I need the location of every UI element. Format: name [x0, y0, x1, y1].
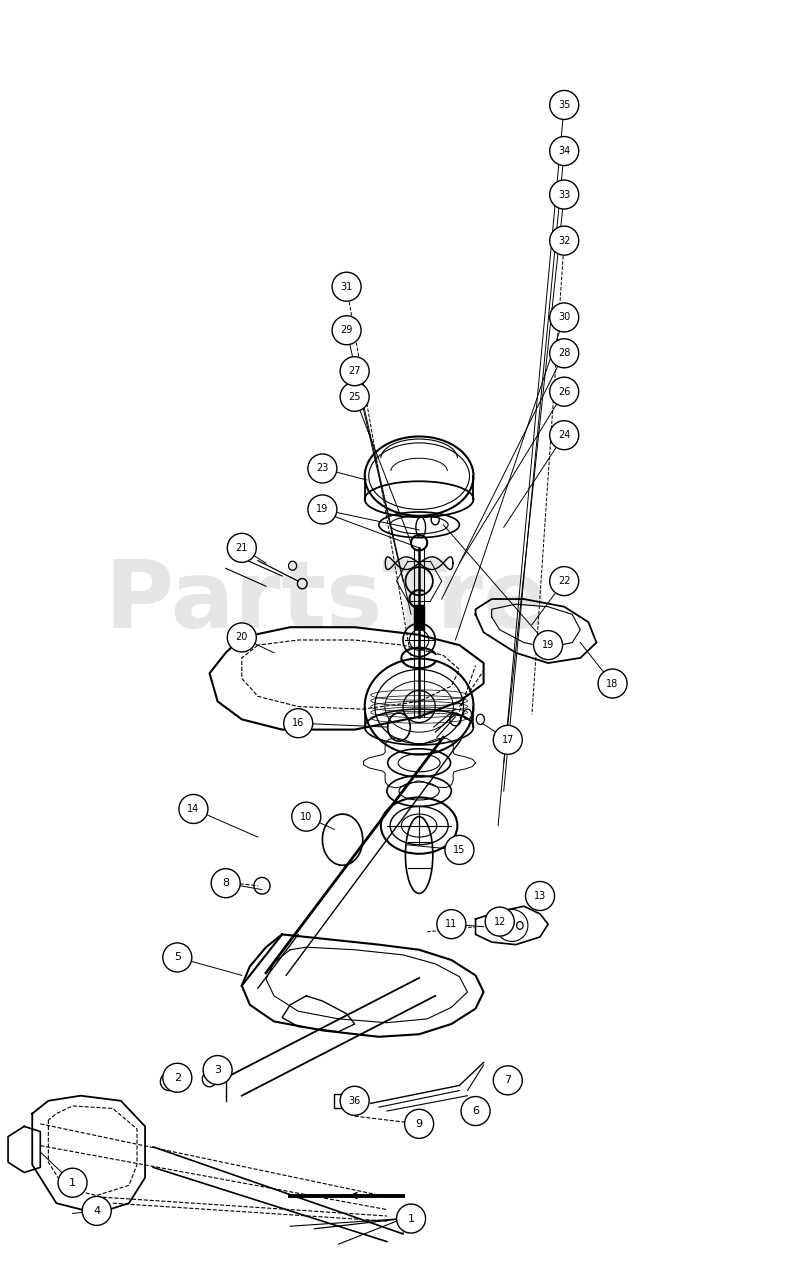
- Circle shape: [308, 495, 337, 524]
- Circle shape: [485, 908, 514, 936]
- Circle shape: [332, 316, 361, 344]
- Circle shape: [405, 1110, 434, 1138]
- Circle shape: [397, 1204, 426, 1233]
- Text: 2: 2: [174, 1073, 181, 1083]
- Circle shape: [211, 869, 240, 897]
- Bar: [334, 1094, 359, 1108]
- Text: 4: 4: [93, 1206, 100, 1216]
- Text: 29: 29: [340, 325, 353, 335]
- Text: 34: 34: [558, 146, 571, 156]
- Circle shape: [526, 882, 555, 910]
- Circle shape: [550, 137, 579, 165]
- Circle shape: [163, 943, 192, 972]
- Text: 8: 8: [222, 878, 229, 888]
- Text: 30: 30: [558, 312, 571, 323]
- Text: 21: 21: [235, 543, 248, 553]
- Text: 22: 22: [558, 576, 571, 586]
- Text: 1: 1: [69, 1178, 76, 1188]
- Text: 28: 28: [558, 348, 571, 358]
- Circle shape: [493, 726, 522, 754]
- Circle shape: [332, 273, 361, 301]
- Text: 25: 25: [348, 392, 361, 402]
- Text: 1: 1: [408, 1213, 414, 1224]
- Circle shape: [163, 1064, 192, 1092]
- Text: 15: 15: [453, 845, 466, 855]
- Circle shape: [308, 454, 337, 483]
- Text: 23: 23: [316, 463, 329, 474]
- Text: 7: 7: [505, 1075, 511, 1085]
- Circle shape: [340, 383, 369, 411]
- Text: 11: 11: [445, 919, 458, 929]
- Circle shape: [227, 534, 256, 562]
- Bar: [414, 605, 424, 628]
- Circle shape: [292, 803, 321, 831]
- Text: 17: 17: [501, 735, 514, 745]
- Circle shape: [550, 378, 579, 406]
- Text: 5: 5: [174, 952, 181, 963]
- Circle shape: [461, 1097, 490, 1125]
- Circle shape: [82, 1197, 111, 1225]
- Text: 13: 13: [534, 891, 546, 901]
- Text: 16: 16: [292, 718, 305, 728]
- Circle shape: [203, 1056, 232, 1084]
- Circle shape: [550, 339, 579, 367]
- Text: 35: 35: [558, 100, 571, 110]
- Text: 9: 9: [416, 1119, 422, 1129]
- Circle shape: [493, 1066, 522, 1094]
- Text: 18: 18: [606, 678, 619, 689]
- Text: 19: 19: [316, 504, 329, 515]
- Text: 36: 36: [348, 1096, 361, 1106]
- Circle shape: [550, 180, 579, 209]
- Circle shape: [550, 91, 579, 119]
- Circle shape: [437, 910, 466, 938]
- Text: 27: 27: [348, 366, 361, 376]
- Circle shape: [534, 631, 563, 659]
- Circle shape: [340, 1087, 369, 1115]
- Circle shape: [598, 669, 627, 698]
- Text: 3: 3: [214, 1065, 221, 1075]
- Circle shape: [284, 709, 313, 737]
- Circle shape: [179, 795, 208, 823]
- Circle shape: [340, 357, 369, 385]
- Circle shape: [445, 836, 474, 864]
- Text: 12: 12: [493, 916, 506, 927]
- Text: 20: 20: [235, 632, 248, 643]
- Text: 6: 6: [472, 1106, 479, 1116]
- Circle shape: [550, 421, 579, 449]
- Text: PartsTre: PartsTre: [105, 556, 548, 648]
- Text: 31: 31: [340, 282, 353, 292]
- Circle shape: [227, 623, 256, 652]
- Circle shape: [550, 303, 579, 332]
- Circle shape: [58, 1169, 87, 1197]
- Text: 26: 26: [558, 387, 571, 397]
- Circle shape: [221, 1068, 231, 1078]
- Text: 33: 33: [558, 189, 571, 200]
- Text: 10: 10: [300, 812, 313, 822]
- Circle shape: [550, 227, 579, 255]
- Text: 32: 32: [558, 236, 571, 246]
- Text: 14: 14: [187, 804, 200, 814]
- Circle shape: [550, 567, 579, 595]
- Text: 24: 24: [558, 430, 571, 440]
- Text: 19: 19: [542, 640, 555, 650]
